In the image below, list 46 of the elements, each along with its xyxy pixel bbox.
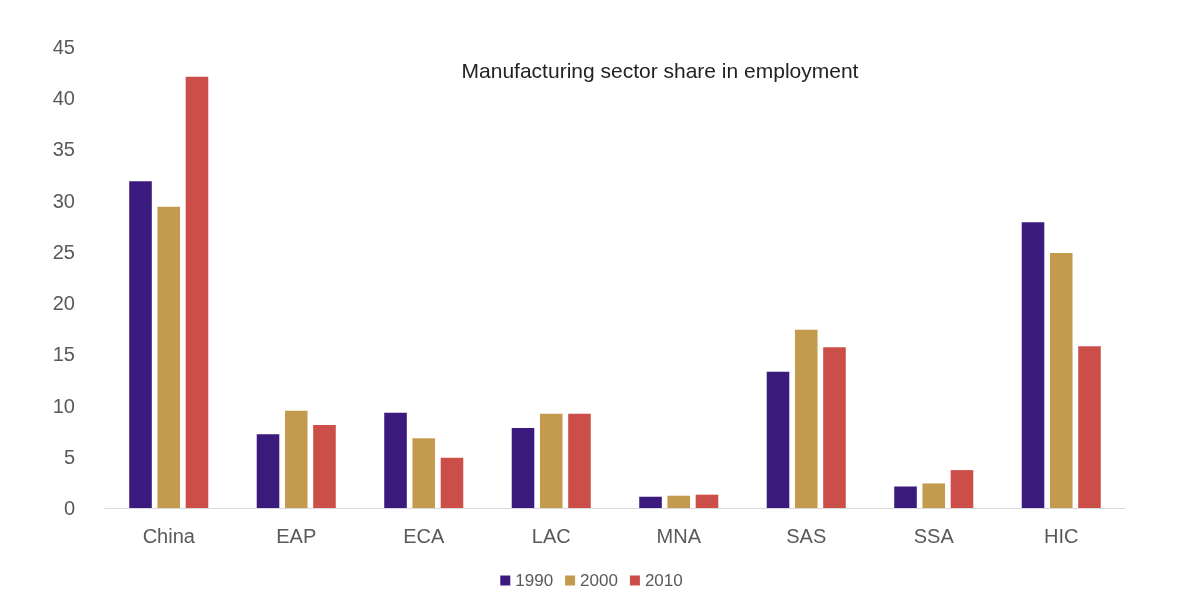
y-tick-label: 0: [63, 497, 75, 519]
bar: [440, 457, 464, 508]
bar: [185, 76, 209, 508]
y-tick-label: 15: [52, 343, 75, 366]
bar: [823, 347, 846, 508]
bar: [256, 434, 280, 508]
x-tick-label: HIC: [1044, 525, 1079, 547]
bar: [639, 496, 662, 508]
x-tick-label: LAC: [531, 525, 571, 547]
bar: [284, 410, 308, 508]
text: Manufacturing sector share in employment: [461, 59, 859, 82]
x-tick-label: SSA: [913, 525, 955, 547]
legend-label: 2010: [644, 571, 683, 590]
bar: [129, 181, 152, 508]
bar: [894, 486, 917, 508]
bar: [1078, 346, 1101, 508]
legend-label: 1990: [515, 571, 554, 590]
y-tick-label: 5: [63, 445, 75, 468]
bar: [766, 371, 790, 508]
bar: [695, 494, 719, 508]
bar: [511, 428, 535, 508]
bar: [412, 438, 436, 508]
y-tick-label: 45: [52, 36, 75, 58]
y-tick-label: 25: [52, 240, 75, 263]
bar: [950, 470, 974, 508]
x-tick-label: SAS: [786, 525, 827, 547]
x-tick-label: MNA: [656, 525, 702, 547]
y-tick-label: 10: [52, 394, 75, 417]
bar: [1021, 222, 1045, 508]
bar: [384, 412, 407, 508]
legend-label: 2000: [580, 571, 618, 590]
x-tick-label: ECA: [403, 525, 445, 547]
bar: [313, 425, 336, 508]
y-tick-label: 35: [52, 138, 75, 161]
y-tick-label: 30: [52, 189, 75, 212]
y-tick-label: 20: [52, 292, 75, 315]
x-tick-label: EAP: [276, 525, 317, 547]
bar: [1049, 252, 1073, 508]
bar: [568, 413, 591, 508]
bar: [667, 495, 691, 508]
bar: [794, 329, 818, 508]
bar: [539, 413, 563, 508]
bar: [922, 483, 946, 508]
x-tick-label: China: [142, 525, 196, 547]
bar: [157, 206, 181, 508]
y-tick-label: 40: [52, 87, 75, 110]
